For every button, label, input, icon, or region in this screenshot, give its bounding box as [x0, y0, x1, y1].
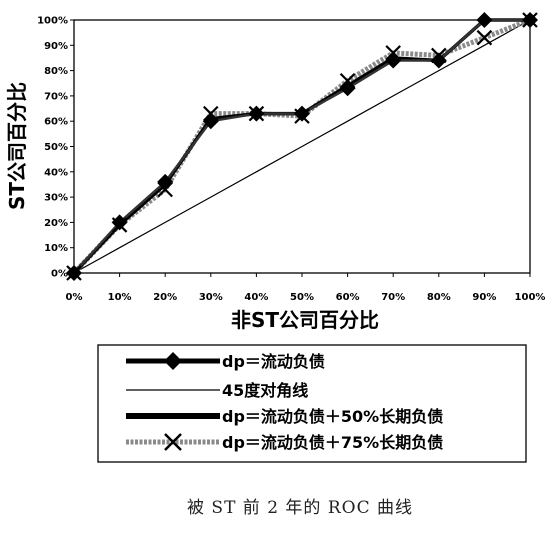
legend-label-1: dp＝流动负债 [222, 352, 325, 371]
x-tick-label: 80% [427, 292, 451, 303]
legend-entry-1: dp＝流动负债 [126, 352, 325, 371]
y-tick-label: 30% [44, 193, 68, 204]
y-tick-label: 80% [44, 66, 68, 77]
series-2-line [73, 19, 531, 274]
x-tick-label: 50% [290, 292, 314, 303]
series-1-diamond-marker [522, 12, 538, 28]
series-1-diamond-marker [339, 80, 356, 97]
series-1-diamond-marker [111, 214, 128, 231]
legend-label-2: 45度对角线 [222, 381, 308, 400]
chart-caption: 被 ST 前 2 年的 ROC 曲线 [187, 498, 413, 518]
y-tick-label: 90% [44, 41, 68, 52]
series-1-diamond-marker [157, 173, 174, 190]
series-1-diamond-marker [385, 52, 402, 69]
legend-swatch-4-x-icon [164, 433, 182, 451]
x-tick-label: 0% [66, 292, 83, 303]
legend: dp＝流动负债 45度对角线 dp＝流动负债＋50%长期负债 dp＝流动负债＋7… [97, 344, 527, 463]
x-tick-label: 10% [108, 292, 132, 303]
x-tick-label: 70% [381, 292, 405, 303]
x-axis-ticks: 0% 10% 20% 30% 40% 50% 60% 70% 80% 90% 100% [66, 273, 546, 303]
x-tick-label: 90% [472, 292, 496, 303]
legend-label-3: dp＝流动负债＋50%长期负债 [222, 407, 443, 426]
y-tick-label: 10% [44, 243, 68, 254]
y-axis-title: ST公司百分比 [5, 82, 29, 210]
legend-entry-4: dp＝流动负债＋75%长期负债 [126, 433, 443, 452]
series-1-diamond-marker [294, 105, 310, 122]
x-tick-label: 40% [244, 292, 268, 303]
series-1-diamond-marker [248, 105, 265, 122]
series-4-x-marker [476, 29, 493, 46]
y-tick-label: 70% [44, 91, 68, 102]
legend-entry-2: 45度对角线 [126, 381, 308, 400]
series-1-diamond-marker [202, 113, 219, 130]
legend-label-4: dp＝流动负债＋75%长期负债 [222, 433, 443, 452]
series-1-diamond-marker [66, 265, 82, 281]
y-tick-label: 60% [44, 117, 68, 128]
y-tick-label: 50% [44, 142, 68, 153]
y-tick-label: 20% [44, 218, 68, 229]
x-tick-label: 100% [515, 292, 546, 303]
y-tick-label: 100% [37, 16, 68, 27]
y-axis-ticks: 0% 10% 20% 30% 40% 50% 60% 70% 80% 90% 100% [37, 16, 74, 280]
y-tick-label: 0% [51, 269, 68, 280]
series-1-diamond-marker [430, 52, 447, 69]
legend-swatch-1-diamond-icon [164, 352, 182, 370]
y-tick-label: 40% [44, 167, 68, 178]
x-tick-label: 20% [153, 292, 177, 303]
series-layer [66, 12, 538, 281]
legend-entry-3: dp＝流动负债＋50%长期负债 [126, 407, 443, 426]
series-1-diamond-marker [476, 12, 493, 28]
x-tick-label: 60% [336, 292, 360, 303]
x-axis-title: 非ST公司百分比 [231, 308, 379, 332]
x-tick-label: 30% [199, 292, 223, 303]
